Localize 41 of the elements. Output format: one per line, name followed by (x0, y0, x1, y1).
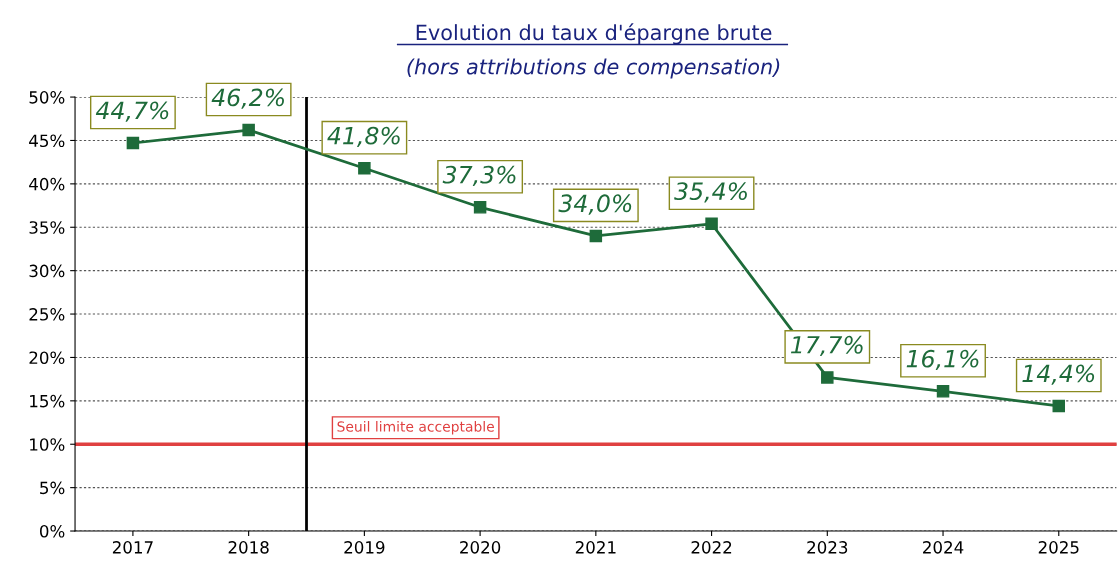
data-label: 37,3% (442, 165, 516, 186)
x-tick-label: 2021 (575, 541, 616, 554)
x-tick-label: 2024 (923, 541, 964, 554)
ref-line-label: Seuil limite acceptable (337, 421, 494, 435)
chart-subtitle: (hors attributions de compensation) (407, 58, 780, 79)
x-tick-label: 2022 (691, 541, 732, 554)
data-label: 16,1% (906, 349, 979, 370)
y-tick-label: 45% (29, 134, 65, 148)
y-tick-label: 5% (40, 481, 65, 495)
x-tick-label: 2019 (344, 541, 385, 554)
point (705, 217, 718, 231)
y-tick-label: 30% (29, 264, 65, 278)
point (358, 161, 371, 175)
y-tick-label: 0% (39, 524, 65, 538)
x-tick-label: 2020 (460, 541, 501, 554)
data-label: 35,4% (674, 182, 747, 203)
y-tick-label: 40% (29, 177, 65, 191)
x-tick-label: 2023 (807, 541, 848, 554)
y-tick-label: 50% (29, 91, 65, 104)
point (1052, 399, 1066, 413)
y-tick-label: 10% (30, 438, 65, 451)
data-label: 41,8% (327, 126, 400, 147)
data-label: 17,7% (790, 335, 863, 357)
point (242, 123, 255, 137)
x-tick-label: 2025 (1038, 541, 1079, 554)
data-label: 44,7% (95, 101, 169, 122)
data-label: 34,0% (558, 194, 632, 215)
data-label: 46,2% (211, 88, 284, 109)
point (936, 385, 950, 398)
y-tick-label: 25% (29, 308, 65, 321)
y-tick-label: 35% (29, 221, 65, 234)
point (589, 229, 603, 243)
point (126, 136, 140, 150)
point (473, 201, 487, 214)
data-label: 14,4% (1022, 364, 1095, 385)
y-tick-label: 15% (30, 394, 65, 408)
x-tick-label: 2017 (112, 541, 153, 554)
y-tick-label: 20% (29, 351, 65, 365)
point (821, 371, 834, 384)
x-tick-label: 2018 (228, 541, 269, 554)
chart-title: Evolution du taux d'épargne brute (416, 23, 772, 45)
